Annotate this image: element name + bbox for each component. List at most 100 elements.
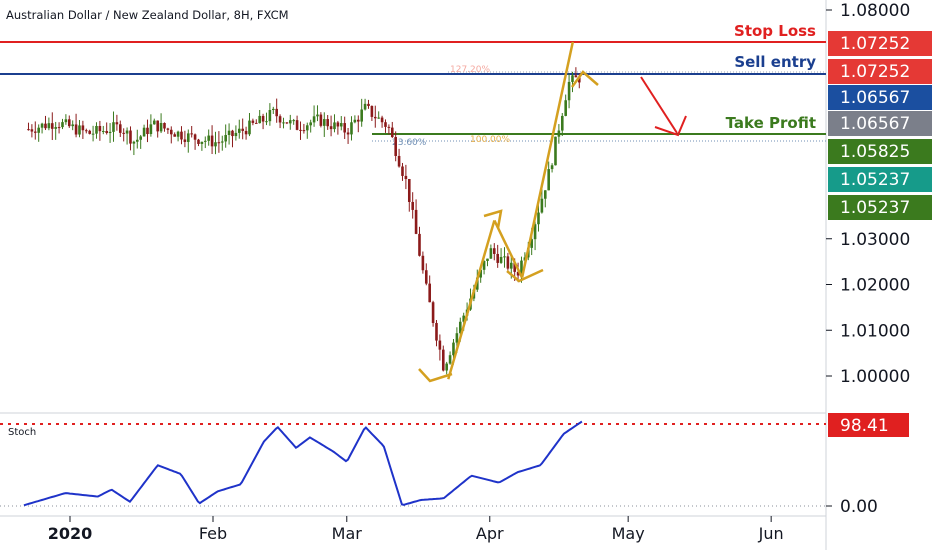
price-axis[interactable]: 1.08000 1.03000 1.02000 1.01000 1.00000 1.072…	[826, 1, 932, 387]
candle-body	[397, 155, 401, 167]
candle-body	[180, 131, 183, 140]
candle-body	[543, 190, 547, 199]
candle	[377, 111, 380, 119]
candle-body	[40, 123, 44, 128]
candle-body	[390, 127, 394, 137]
candle-body	[339, 123, 343, 127]
candle-body	[214, 142, 217, 147]
candle	[197, 138, 200, 147]
candle-body	[489, 248, 493, 259]
candle	[183, 130, 187, 148]
candle	[571, 71, 574, 93]
candle	[295, 115, 299, 131]
candle-body	[448, 355, 452, 364]
candle-body	[163, 122, 166, 129]
candle-body	[530, 239, 533, 248]
candle	[173, 132, 176, 137]
candle	[224, 124, 227, 148]
price-badge: 1.05237	[828, 195, 932, 220]
time-tick-label: Jun	[758, 524, 784, 543]
candle-body	[224, 134, 227, 142]
candle	[186, 129, 190, 153]
candle-body	[292, 120, 295, 122]
candle-body	[227, 130, 231, 135]
price-tick-label: 1.03000	[840, 230, 910, 250]
candle-body	[254, 122, 258, 124]
candle-body	[401, 166, 404, 176]
candle-body	[363, 103, 367, 110]
price-badge-bg	[828, 139, 932, 164]
candle	[435, 320, 438, 347]
candle	[418, 226, 421, 257]
stoch-line[interactable]	[23, 420, 583, 507]
candle-body	[336, 122, 340, 127]
candle-body	[516, 271, 520, 276]
candle-body	[271, 108, 275, 111]
price-badge-bg	[828, 85, 932, 110]
candle-body	[479, 269, 482, 278]
stoch-label: Stoch	[8, 427, 36, 438]
candle	[67, 115, 71, 128]
candle	[496, 244, 499, 268]
candle	[40, 122, 44, 134]
candle	[305, 122, 309, 139]
candle-body	[537, 212, 540, 225]
chart-title: Australian Dollar / New Zealand Dollar, …	[6, 8, 289, 22]
pattern-leg	[520, 41, 575, 278]
candle	[384, 119, 387, 133]
candle	[356, 115, 360, 133]
price-badge: 1.05237	[828, 167, 932, 192]
price-tick-label: 1.02000	[840, 276, 910, 296]
candle	[91, 125, 95, 142]
candle	[560, 112, 564, 137]
candle	[343, 116, 346, 140]
harmonic-pattern[interactable]	[418, 41, 599, 383]
candle	[271, 106, 275, 114]
candle-body	[67, 119, 71, 127]
candle	[203, 136, 207, 149]
candle	[237, 119, 241, 139]
candle	[278, 114, 282, 129]
candle	[261, 113, 265, 130]
candle	[326, 115, 329, 130]
candle-body	[550, 165, 554, 170]
candle-body	[146, 127, 149, 135]
candle-body	[574, 75, 578, 78]
candles	[27, 67, 581, 375]
candle-body	[326, 119, 329, 127]
candle	[84, 128, 88, 134]
candle	[319, 112, 323, 128]
candle-body	[251, 120, 255, 123]
candle-body	[78, 125, 81, 135]
candle	[258, 109, 261, 124]
candle-body	[220, 141, 224, 143]
candle	[537, 204, 540, 232]
price-tick-label: 1.08000	[840, 1, 910, 21]
candle	[554, 136, 557, 166]
candle-body	[57, 127, 61, 129]
candle-body	[30, 129, 34, 132]
candle-body	[169, 129, 173, 135]
candle	[574, 67, 578, 78]
candle	[370, 105, 374, 121]
candle	[428, 275, 431, 303]
candle-body	[312, 116, 316, 123]
candle-body	[115, 122, 119, 125]
candle	[61, 118, 64, 130]
candle	[309, 119, 312, 133]
candle	[105, 122, 108, 135]
candle-body	[61, 122, 64, 128]
candle-body	[571, 75, 574, 82]
candle	[360, 98, 363, 127]
candle-body	[105, 131, 108, 134]
candle	[394, 131, 397, 162]
time-axis[interactable]: 2020 Feb Mar Apr May Jun	[48, 516, 784, 543]
candle	[139, 134, 142, 149]
fib-label-23: 23.60%	[392, 138, 427, 148]
candle	[350, 116, 353, 141]
candle-body	[190, 133, 193, 135]
candle-body	[33, 131, 37, 133]
candle-body	[319, 114, 323, 126]
candle	[115, 114, 119, 131]
candle	[401, 162, 404, 181]
